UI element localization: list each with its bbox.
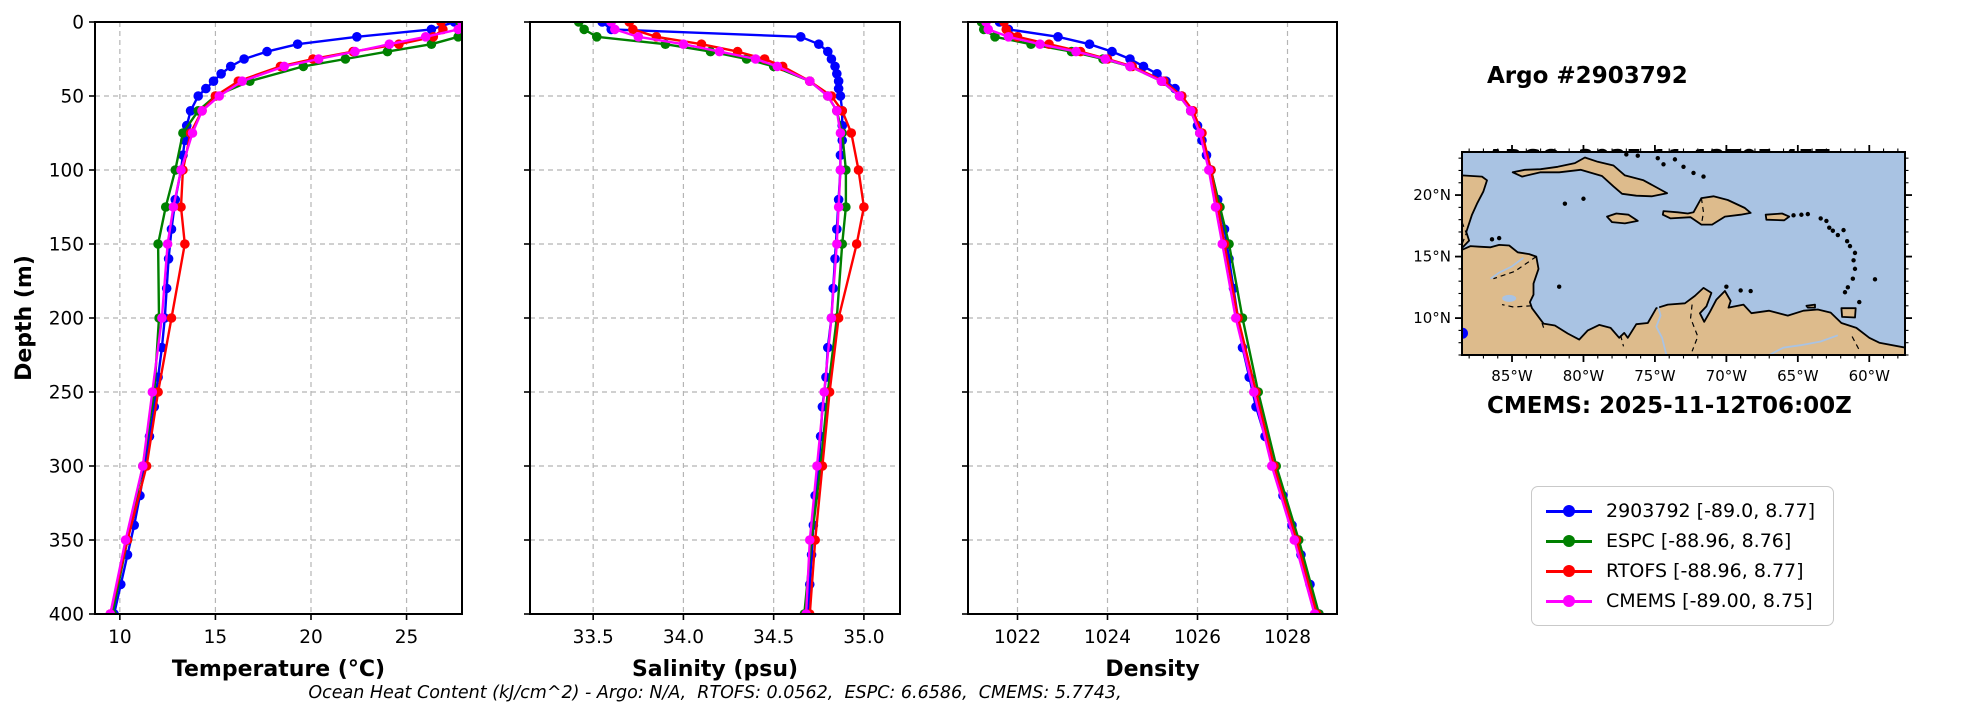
legend-label-rtofs: RTOFS [-88.96, 8.77]: [1606, 560, 1804, 582]
density-plot: 1022 1024 1026 1028 Density: [962, 21, 1338, 682]
map-lat-tick: 10°N: [1413, 309, 1451, 327]
legend-item-espc: ESPC [-88.96, 8.76]: [1546, 526, 1815, 556]
legend-marker-rtofs: [1546, 563, 1592, 579]
depth-tick: 400: [49, 605, 84, 626]
map-lon-tick: 85°W: [1491, 367, 1533, 385]
legend-label-argo: 2903792 [-89.0, 8.77]: [1606, 500, 1816, 522]
legend-label-espc: ESPC [-88.96, 8.76]: [1606, 530, 1792, 552]
depth-tick: 150: [49, 235, 84, 256]
density-x-tick: 1024: [1084, 627, 1131, 648]
legend-marker-espc: [1546, 533, 1592, 549]
title-line-cmems-time: CMEMS: 2025-11-12T06:00Z: [1487, 393, 1852, 419]
legend-label-cmems: CMEMS [-89.00, 8.75]: [1606, 590, 1813, 612]
depth-tick: 50: [60, 87, 84, 108]
salinity-x-tick: 33.5: [573, 627, 614, 648]
map-lon-tick: 80°W: [1563, 367, 1605, 385]
map-lon-tick: 60°W: [1849, 367, 1891, 385]
temperature-x-tick: 15: [204, 627, 228, 648]
map-lat-tick: 20°N: [1413, 186, 1451, 204]
density-x-tick: 1022: [994, 627, 1041, 648]
location-map: 85°W 80°W 75°W 70°W 65°W 60°W 20°N 15°N 10°N: [1413, 145, 1912, 385]
depth-tick: 250: [49, 383, 84, 404]
temperature-x-tick: 25: [395, 627, 419, 648]
density-x-tick: 1026: [1174, 627, 1221, 648]
density-x-tick: 1028: [1264, 627, 1311, 648]
legend-item-cmems: CMEMS [-89.00, 8.75]: [1546, 586, 1815, 616]
temperature-x-tick: 20: [299, 627, 323, 648]
float-location-marker: [1462, 327, 1468, 339]
legend-marker-argo: [1546, 503, 1592, 519]
depth-axis-label: Depth (m): [12, 255, 37, 381]
legend-marker-cmems: [1546, 593, 1592, 609]
caribbean-map: 85°W 80°W 75°W 70°W 65°W 60°W 20°N 15°N 10°N: [1413, 145, 1912, 385]
profile-plots: 10 15 20 25050100150200250300350400Temperat…: [12, 13, 1338, 682]
ohc-caption: Ocean Heat Content (kJ/cm^2) - Argo: N/A…: [308, 683, 1122, 703]
salinity-plot: 33.5 34.0 34.5 35.0 Salinity (psu): [524, 21, 901, 682]
depth-tick: 300: [49, 457, 84, 478]
temperature-plot: 10 15 20 25050100150200250300350400Temperat…: [12, 13, 463, 682]
depth-tick: 350: [49, 531, 84, 552]
map-lat-tick: 15°N: [1413, 248, 1451, 266]
depth-tick: 100: [49, 161, 84, 182]
map-lon-tick: 75°W: [1634, 367, 1676, 385]
salinity-x-tick: 34.0: [663, 627, 704, 648]
title-line-argo-id: Argo #2903792: [1487, 63, 1688, 89]
salinity-x-tick: 35.0: [843, 627, 884, 648]
map-legend: 2903792 [-89.0, 8.77] ESPC [-88.96, 8.76…: [1531, 486, 1835, 626]
temperature-x-tick: 10: [108, 627, 132, 648]
depth-tick: 0: [72, 13, 84, 34]
depth-tick: 200: [49, 309, 84, 330]
legend-item-argo: 2903792 [-89.0, 8.77]: [1546, 496, 1815, 526]
temperature-axis-label: Temperature (°C): [172, 657, 385, 682]
series-line-CMEMS: [610, 22, 842, 614]
map-lon-tick: 70°W: [1706, 367, 1748, 385]
salinity-x-tick: 34.5: [753, 627, 794, 648]
map-lon-tick: 65°W: [1777, 367, 1819, 385]
legend-item-rtofs: RTOFS [-88.96, 8.77]: [1546, 556, 1815, 586]
density-axis-label: Density: [1105, 657, 1199, 682]
salinity-axis-label: Salinity (psu): [632, 657, 798, 682]
